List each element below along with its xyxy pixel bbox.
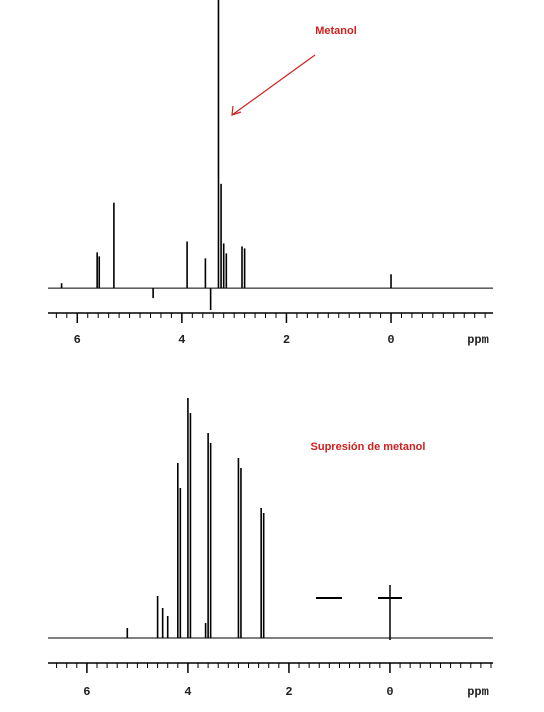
x-tick-label: 6 xyxy=(74,333,81,347)
x-tick-label: 0 xyxy=(386,685,393,699)
arrow xyxy=(231,54,316,116)
x-tick-label: 4 xyxy=(184,685,191,699)
x-tick-label: 2 xyxy=(285,685,292,699)
x-tick-label: 4 xyxy=(178,333,185,347)
x-axis-label: ppm xyxy=(467,333,489,347)
annotation: Metanol xyxy=(315,25,357,37)
arrow-head xyxy=(231,105,242,116)
x-tick-label: 6 xyxy=(83,685,90,699)
annotation: Supresión de metanol xyxy=(311,441,426,453)
x-axis-label: ppm xyxy=(467,685,489,699)
x-tick-label: 2 xyxy=(283,333,290,347)
x-tick-label: 0 xyxy=(387,333,394,347)
